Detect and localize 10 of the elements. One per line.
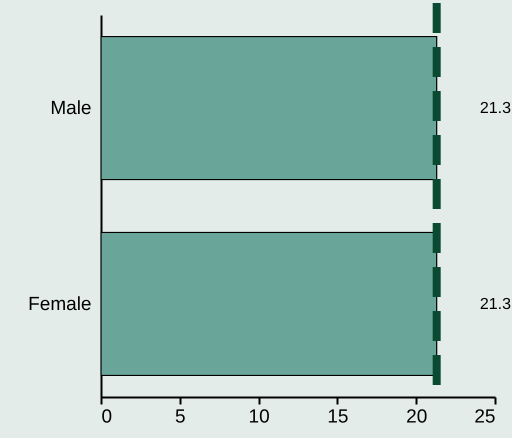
data-label: 21.3 [480,100,512,118]
y-tick-label: Female [28,294,92,315]
data-label: 21.3 [480,296,512,313]
x-tick-label: 5 [175,406,186,428]
x-tick-label: 15 [327,406,348,428]
x-tick-label: 10 [248,406,270,428]
x-tick-label: 20 [406,406,428,428]
x-tick-label: 0 [102,406,112,428]
x-tick-label: 25 [474,406,496,428]
y-tick-label: Male [50,98,92,120]
